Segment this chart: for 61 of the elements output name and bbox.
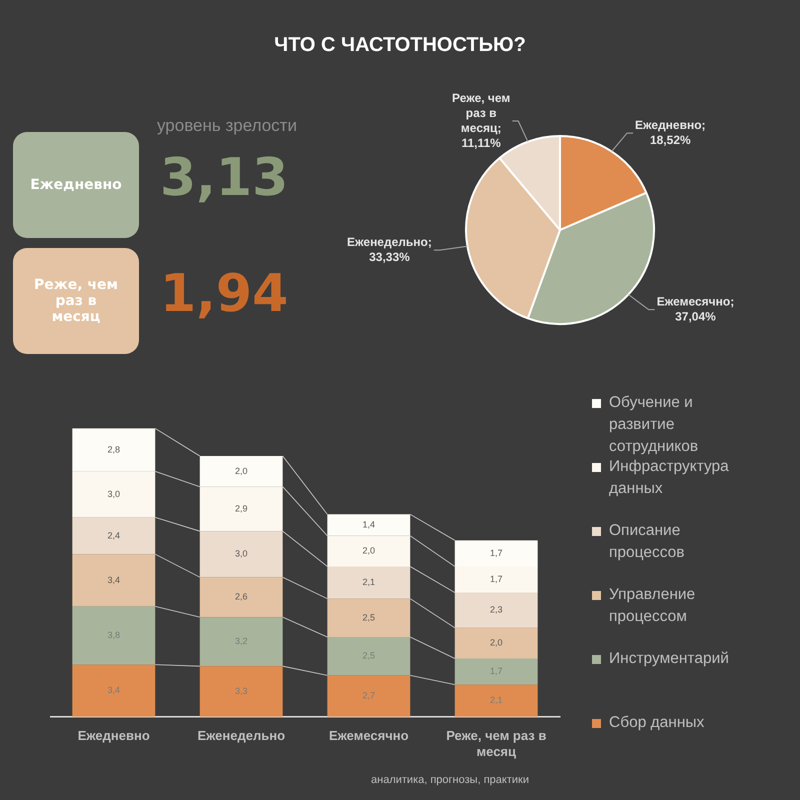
data-label: 3,4 [107, 685, 120, 696]
legend-label: Сбор данных [609, 713, 704, 733]
legend-label: Обучение и развитие сотрудников [609, 393, 700, 457]
bar [72, 554, 156, 606]
data-label: 1,4 [362, 520, 376, 530]
x-tick-label: Еженедельно [197, 728, 286, 744]
bar [454, 684, 538, 717]
data-label: 2,9 [234, 503, 248, 514]
data-label: 2,1 [490, 695, 503, 706]
data-label: 3,8 [107, 630, 120, 640]
category-label: Ежедневно [13, 132, 139, 238]
data-label: 3,0 [107, 488, 120, 499]
legend-label: Управление процессом [609, 585, 696, 627]
data-label: 2,0 [234, 466, 248, 476]
data-label: 3,3 [234, 686, 248, 696]
slice-label: Ежедневно; 18,52% [635, 118, 706, 147]
data-label: 2,5 [362, 650, 376, 661]
bar [72, 517, 156, 554]
data-label: 3,0 [234, 548, 248, 559]
data-label: 1,94 [160, 264, 288, 324]
data-label: 2,5 [362, 612, 376, 622]
bar [200, 577, 283, 618]
text: аналитика, прогнозы, практики [370, 774, 530, 786]
data-label: 2,0 [362, 546, 376, 556]
data-label: 3,4 [107, 574, 120, 585]
data-label: 2,0 [490, 638, 503, 648]
data-label: 1,7 [490, 574, 503, 584]
x-tick-label: Ежемесячно [328, 728, 409, 744]
x-tick-label: Ежедневно [78, 728, 150, 744]
bar [72, 664, 156, 717]
bar [454, 658, 538, 685]
bar [454, 592, 538, 628]
data-label: 1,7 [490, 548, 503, 558]
bar [327, 675, 410, 717]
data-label: 2,6 [234, 592, 248, 602]
data-label: 2,7 [362, 690, 376, 701]
legend-label: Инфраструктура данных [609, 457, 730, 499]
legend-label: Описание процессов [609, 521, 686, 563]
slice-label: Реже, чем раз в месяц; 11,11% [452, 90, 510, 150]
legend-label: Инструментарий [609, 649, 729, 669]
text: уровень зрелости [157, 116, 297, 136]
text: ЧТО С ЧАСТОТНОСТЬЮ? [273, 34, 527, 57]
bar [327, 598, 410, 638]
data-label: 3,13 [160, 148, 288, 208]
x-tick-label: Реже, чем раз в месяц [446, 728, 546, 759]
bar [72, 606, 156, 665]
bar [200, 531, 283, 578]
bar [200, 617, 283, 666]
data-label: 3,2 [234, 636, 248, 646]
data-label: 2,1 [362, 577, 376, 588]
bar [327, 566, 410, 599]
slice-label: Еженедельно; 33,33% [347, 234, 432, 264]
bar [327, 637, 410, 676]
bar [200, 666, 283, 717]
data-label: 2,3 [490, 604, 503, 615]
slice-label: Ежемесячно; 37,04% [656, 294, 734, 324]
data-label: 1,7 [490, 666, 503, 676]
bar [454, 628, 538, 659]
data-label: 2,4 [107, 530, 120, 540]
data-label: 2,8 [107, 444, 120, 454]
category-label: Реже, чем раз в месяц [13, 248, 139, 354]
